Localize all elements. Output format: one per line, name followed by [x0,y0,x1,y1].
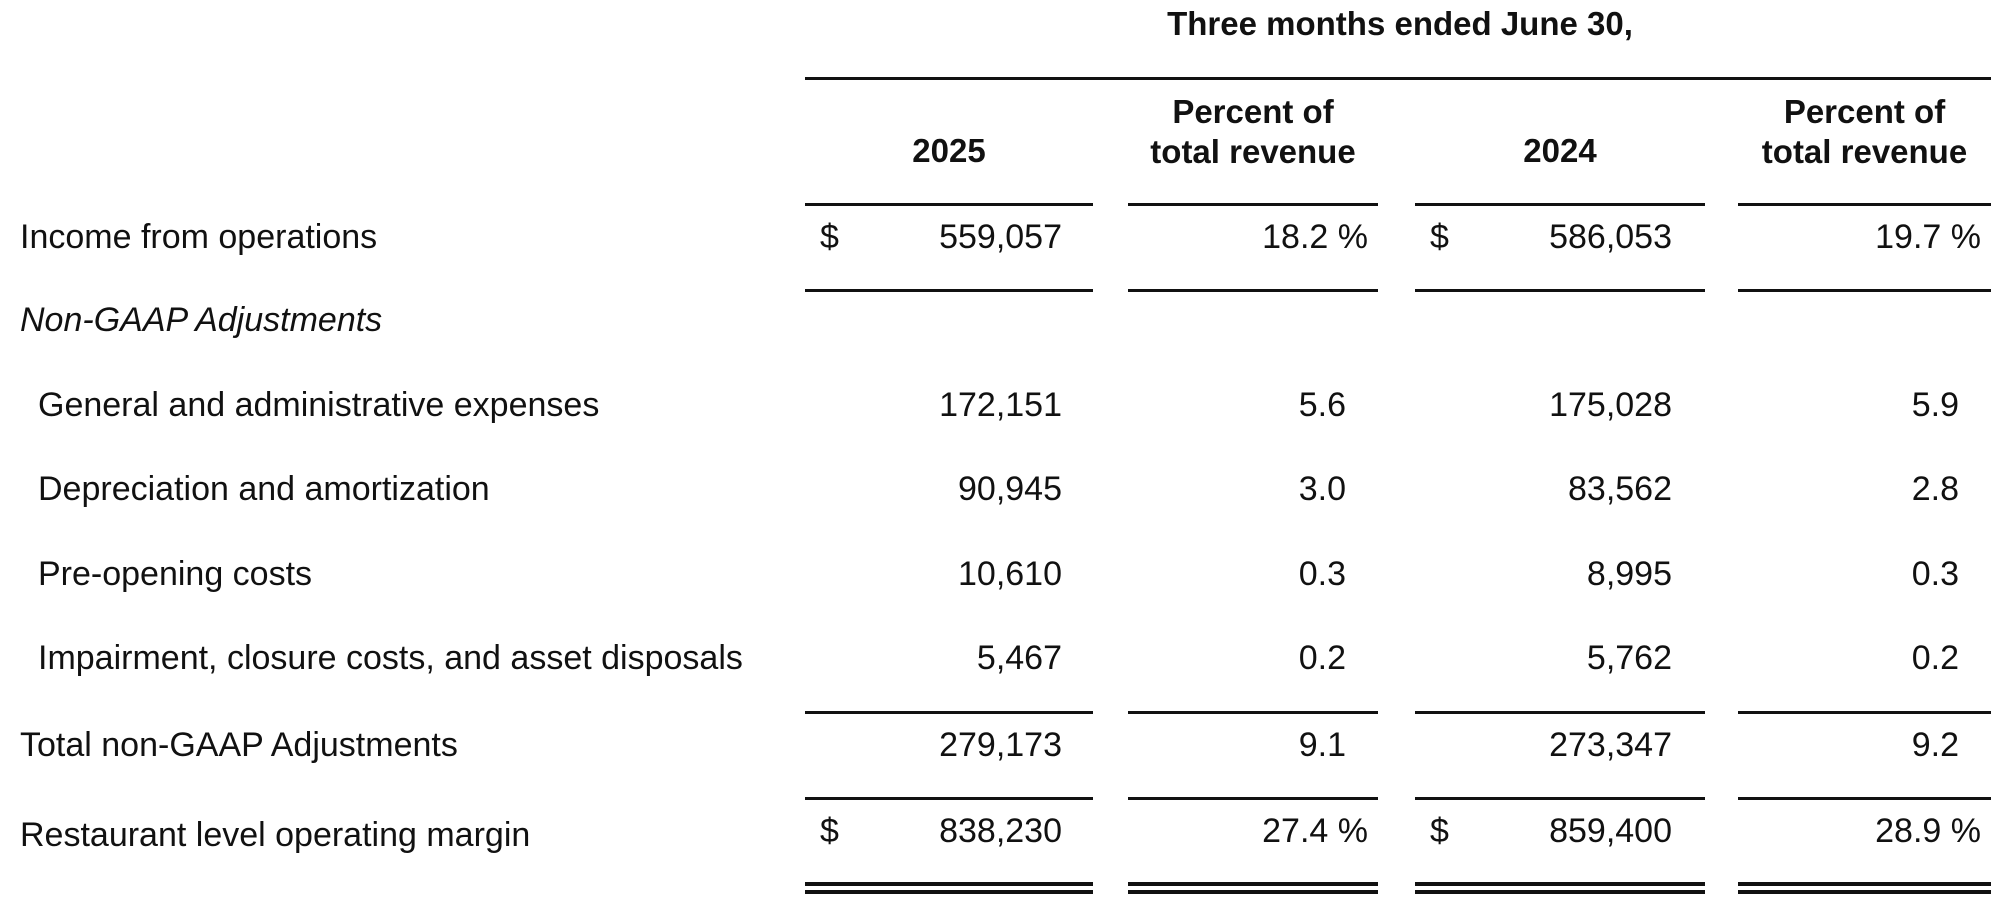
percent-2025: 0.3 [1298,555,1346,593]
period-header: Three months ended June 30, [1167,5,1633,42]
row-rule [1415,289,1705,292]
value-2025: 5,467 [976,639,1062,677]
dollar-sign: $ [1430,812,1449,850]
percent-2025: 5.6 [1298,386,1346,424]
value-2025: 559,057 [939,218,1062,256]
percent-2025: 9.1 [1298,726,1346,764]
dollar-sign: $ [820,812,839,850]
value-2024: 83,562 [1568,470,1672,508]
value-2024: 586,053 [1549,218,1672,256]
section-label-non-gaap-adjustments: Non-GAAP Adjustments [20,301,383,339]
percent-2024: 28.9 % [1875,812,1981,850]
double-rule-top [1415,882,1705,886]
row-rule [1738,289,1991,292]
column-header-percent-2024-line1: Percent of [1783,93,1946,130]
percent-2025: 0.2 [1298,639,1346,677]
row-label-pre-opening-costs: Pre-opening costs [38,555,313,593]
header-rule-percent-2024 [1738,203,1991,206]
percent-2024: 19.7 % [1875,218,1981,256]
value-2024: 859,400 [1549,812,1672,850]
row-rule [805,289,1093,292]
double-rule-bottom [805,890,1093,894]
row-rule [1415,711,1705,714]
row-rule [1738,711,1991,714]
double-rule-bottom [1415,890,1705,894]
row-rule [1128,289,1378,292]
percent-2024: 0.2 [1911,639,1959,677]
row-label-depreciation-amortization: Depreciation and amortization [38,470,490,508]
row-rule [805,797,1093,800]
double-rule-bottom [1738,890,1991,894]
column-header-percent-2025: Percent of total revenue [1128,92,1378,172]
column-header-percent-2024-line2: total revenue [1761,133,1968,170]
row-rule [1128,797,1378,800]
column-header-2025: 2025 [912,132,986,169]
value-2025: 90,945 [958,470,1062,508]
percent-2024: 5.9 [1911,386,1959,424]
row-rule [1415,797,1705,800]
row-rule [1738,797,1991,800]
dollar-sign: $ [1430,218,1449,256]
column-header-percent-2024: Percent of total revenue [1738,92,1991,172]
row-rule [805,711,1093,714]
value-2025: 172,151 [939,386,1062,424]
column-header-percent-2025-line2: total revenue [1150,133,1356,170]
value-2024: 5,762 [1586,639,1672,677]
row-label-total-non-gaap: Total non-GAAP Adjustments [20,726,458,764]
value-2025: 279,173 [939,726,1062,764]
value-2024: 273,347 [1549,726,1672,764]
value-2024: 8,995 [1586,555,1672,593]
header-rule-percent-2025 [1128,203,1378,206]
row-label-impairment-closure: Impairment, closure costs, and asset dis… [38,639,743,677]
percent-2024: 9.2 [1911,726,1959,764]
row-label-restaurant-level-operating-margin: Restaurant level operating margin [20,816,531,854]
percent-2024: 2.8 [1911,470,1959,508]
header-rule-2024 [1415,203,1705,206]
value-2025: 838,230 [939,812,1062,850]
dollar-sign: $ [820,218,839,256]
column-header-2024: 2024 [1523,132,1597,169]
header-rule-2025 [805,203,1093,206]
percent-2025: 18.2 % [1262,218,1368,256]
double-rule-top [805,882,1093,886]
row-rule [1128,711,1378,714]
percent-2025: 3.0 [1298,470,1346,508]
double-rule-top [1128,882,1378,886]
period-header-rule [805,77,1991,80]
double-rule-bottom [1128,890,1378,894]
column-header-percent-2025-line1: Percent of [1172,93,1334,130]
value-2024: 175,028 [1549,386,1672,424]
percent-2025: 27.4 % [1262,812,1368,850]
percent-2024: 0.3 [1911,555,1959,593]
row-label-income-from-operations: Income from operations [20,218,378,256]
row-label-general-administrative: General and administrative expenses [38,386,600,424]
value-2025: 10,610 [958,555,1062,593]
double-rule-top [1738,882,1991,886]
